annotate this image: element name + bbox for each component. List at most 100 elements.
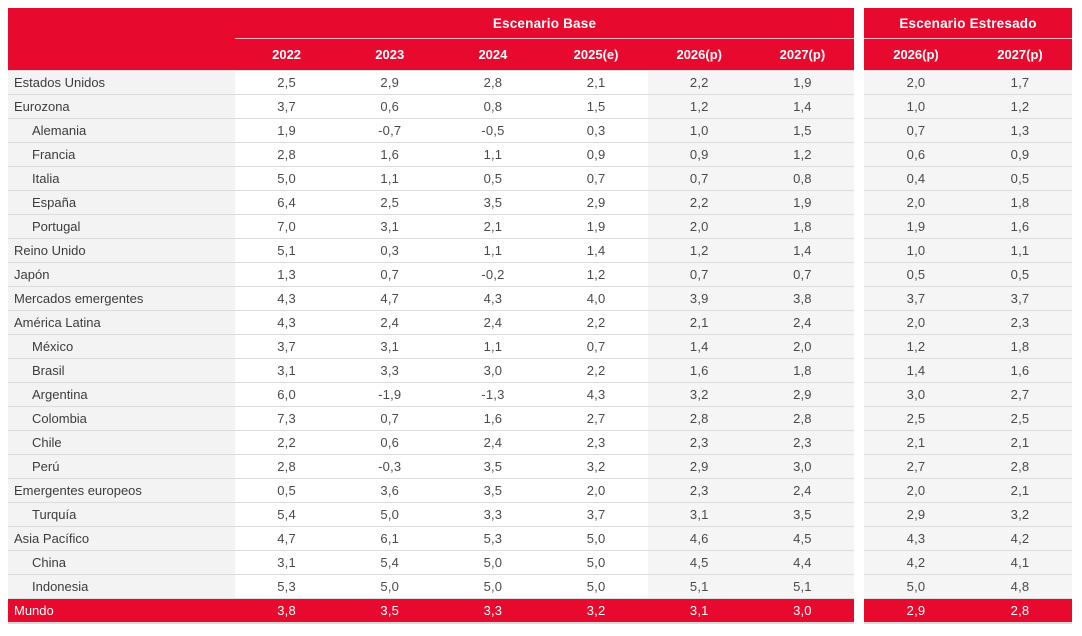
stressed-table-row: 2,0 2,1 — [864, 478, 1072, 502]
value-cell: 3,5 — [750, 503, 854, 526]
value-cell: 0,4 — [864, 167, 968, 190]
value-cell: 1,8 — [968, 335, 1072, 358]
value-cell: 1,1 — [968, 239, 1072, 262]
value-cell: 3,1 — [689, 603, 709, 618]
stressed-table-row: 2,7 2,8 — [864, 454, 1072, 478]
header-corner-cell — [8, 39, 235, 70]
value-cell: 4,3 — [277, 291, 296, 306]
value-cell: 2,4 — [483, 315, 503, 330]
value-cell: 1,4 — [750, 95, 854, 118]
value-cell: 2,0 — [586, 483, 606, 498]
value-cell: 1,3 — [968, 119, 1072, 142]
value-cell: 3,7 — [277, 339, 296, 354]
stressed-table-row: 0,6 0,9 — [864, 142, 1072, 166]
value-cell: 3,3 — [483, 603, 503, 618]
table-row: Mercados emergentes 4,3 4,7 4,3 4,0 3,9 3,8 — [8, 286, 854, 310]
value-cell: 0,5 — [483, 171, 503, 186]
row-label: Mercados emergentes — [8, 287, 235, 310]
value-cell: 6,0 — [277, 387, 296, 402]
value-cell: 2,4 — [483, 435, 503, 450]
value-cell: 1,1 — [483, 147, 503, 162]
row-label: Japón — [8, 263, 235, 286]
value-cell: 3,5 — [483, 483, 503, 498]
value-cell: 1,9 — [586, 219, 606, 234]
stressed-table-row: 0,4 0,5 — [864, 166, 1072, 190]
value-cell: 2,1 — [968, 479, 1072, 502]
value-cell: 2,5 — [864, 407, 968, 430]
year-column-header: 2026(p) — [893, 47, 939, 62]
value-cell: 4,7 — [380, 291, 400, 306]
table-row: Eurozona 3,7 0,6 0,8 1,5 1,2 1,4 — [8, 94, 854, 118]
value-cell: 2,9 — [647, 455, 751, 478]
value-cell: 2,7 — [864, 455, 968, 478]
row-label: Italia — [8, 167, 235, 190]
value-cell: 5,0 — [586, 579, 606, 594]
stressed-table-row: 1,0 1,2 — [864, 94, 1072, 118]
year-column-header: 2026(p) — [676, 47, 722, 62]
value-cell: 2,3 — [586, 435, 606, 450]
value-cell: 1,4 — [647, 335, 751, 358]
table-row: Portugal 7,0 3,1 2,1 1,9 2,0 1,8 — [8, 214, 854, 238]
value-cell: 0,5 — [968, 167, 1072, 190]
value-cell: 0,8 — [483, 99, 503, 114]
row-label: Eurozona — [8, 95, 235, 118]
value-cell: 7,3 — [277, 411, 296, 426]
value-cell: 1,6 — [380, 147, 400, 162]
value-cell: 6,4 — [277, 195, 296, 210]
value-cell: 5,1 — [647, 575, 751, 598]
stressed-table-row: 0,5 0,5 — [864, 262, 1072, 286]
value-cell: 5,0 — [380, 579, 400, 594]
value-cell: 0,7 — [380, 267, 400, 282]
value-cell: 4,4 — [750, 551, 854, 574]
row-label: China — [8, 551, 235, 574]
value-cell: 4,3 — [586, 387, 606, 402]
table-row: Estados Unidos 2,5 2,9 2,8 2,1 2,2 1,9 — [8, 70, 854, 94]
value-cell: 3,3 — [380, 363, 400, 378]
stressed-table-row: 1,4 1,6 — [864, 358, 1072, 382]
value-cell: 2,2 — [647, 191, 751, 214]
value-cell: 1,0 — [864, 95, 968, 118]
table-row: América Latina 4,3 2,4 2,4 2,2 2,1 2,4 — [8, 310, 854, 334]
value-cell: -0,3 — [378, 459, 402, 474]
value-cell: 0,9 — [968, 143, 1072, 166]
stressed-table-row: 2,0 1,8 — [864, 190, 1072, 214]
value-cell: 0,9 — [586, 147, 606, 162]
row-label: Asia Pacífico — [8, 527, 235, 550]
row-label: Alemania — [8, 119, 235, 142]
row-label: Indonesia — [8, 575, 235, 598]
year-column-header: 2023 — [375, 47, 405, 62]
value-cell: 0,5 — [864, 263, 968, 286]
value-cell: 5,4 — [380, 555, 400, 570]
stressed-table-row: 3,7 3,7 — [864, 286, 1072, 310]
value-cell: 4,8 — [968, 575, 1072, 598]
value-cell: 3,7 — [864, 287, 968, 310]
header-corner-cell — [8, 8, 235, 39]
stressed-scenario-header: Escenario Estresado 2026(p) 2027(p) — [864, 8, 1072, 70]
value-cell: 3,1 — [647, 503, 751, 526]
value-cell: 4,7 — [277, 531, 296, 546]
value-cell: 3,0 — [483, 363, 503, 378]
row-label: Perú — [8, 455, 235, 478]
base-scenario-table: Escenario Base 2022 2023 2024 2025(e) 2026(p… — [8, 8, 854, 624]
year-column-header: 2022 — [272, 47, 302, 62]
value-cell: 2,8 — [750, 407, 854, 430]
value-cell: 1,6 — [647, 359, 751, 382]
value-cell: 1,4 — [750, 239, 854, 262]
value-cell: -0,5 — [481, 123, 505, 138]
value-cell: 2,8 — [1010, 603, 1030, 618]
value-cell: 5,0 — [586, 531, 606, 546]
value-cell: 1,2 — [586, 267, 606, 282]
value-cell: 3,2 — [586, 603, 606, 618]
value-cell: 3,1 — [277, 363, 296, 378]
value-cell: -1,3 — [481, 387, 505, 402]
value-cell: 5,1 — [750, 575, 854, 598]
value-cell: 3,3 — [483, 507, 503, 522]
value-cell: -0,2 — [481, 267, 505, 282]
value-cell: 1,9 — [750, 71, 854, 94]
value-cell: 5,0 — [864, 575, 968, 598]
row-label: América Latina — [8, 311, 235, 334]
value-cell: 3,5 — [483, 459, 503, 474]
value-cell: 4,1 — [968, 551, 1072, 574]
value-cell: 4,3 — [277, 315, 296, 330]
value-cell: 1,2 — [647, 239, 751, 262]
